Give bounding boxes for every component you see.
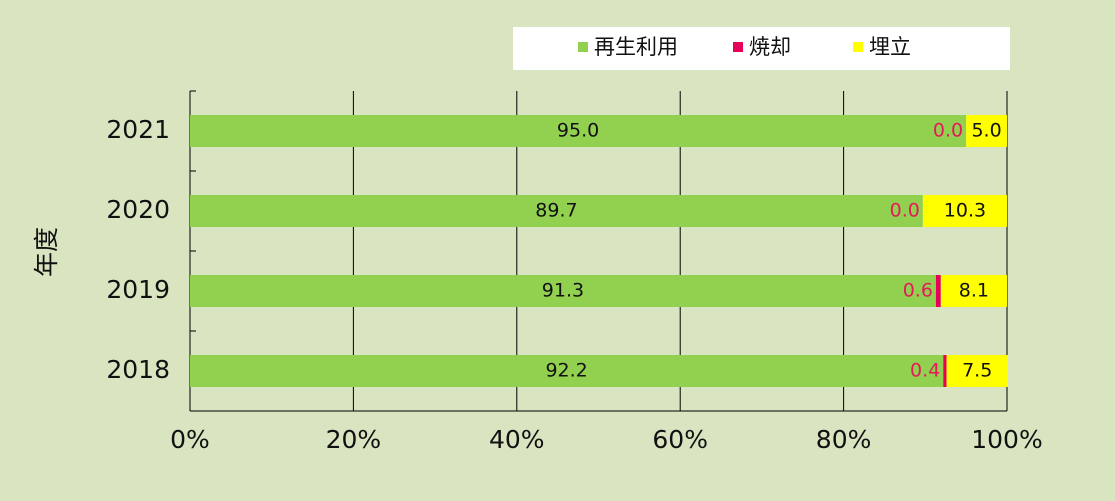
data-label: 92.2 xyxy=(545,360,587,382)
y-tick-label: 2019 xyxy=(106,275,170,304)
bar-segment xyxy=(190,115,967,147)
bar-segment xyxy=(966,115,1007,147)
bar-segment xyxy=(922,195,1007,227)
data-label: 89.7 xyxy=(535,200,577,222)
y-tick-label: 2020 xyxy=(106,195,170,224)
bar-segment xyxy=(190,275,936,307)
y-tick-label: 2021 xyxy=(106,115,170,144)
data-label: 95.0 xyxy=(557,120,599,142)
bar-segment xyxy=(190,355,944,387)
x-tick-label: 80% xyxy=(816,425,872,454)
data-label: 91.3 xyxy=(542,280,584,302)
data-label: 7.5 xyxy=(962,360,992,382)
legend-swatch xyxy=(853,42,863,52)
legend-label: 焼却 xyxy=(749,35,791,59)
legend-box xyxy=(513,27,1010,70)
legend-swatch xyxy=(733,42,743,52)
y-axis-label: 年度 xyxy=(32,227,61,277)
bar-segment xyxy=(946,355,1008,387)
legend-label: 再生利用 xyxy=(594,35,678,59)
x-tick-label: 100% xyxy=(971,425,1042,454)
data-label: 5.0 xyxy=(971,120,1001,142)
bar-segment xyxy=(940,275,1007,307)
x-tick-label: 0% xyxy=(170,425,210,454)
y-tick-label: 2018 xyxy=(106,355,170,384)
data-label: 8.1 xyxy=(959,280,989,302)
data-label: 0.4 xyxy=(910,360,940,382)
x-tick-label: 60% xyxy=(652,425,708,454)
data-label: 0.0 xyxy=(890,200,920,222)
bar-segment xyxy=(935,275,941,307)
x-tick-label: 40% xyxy=(489,425,545,454)
bar-segment xyxy=(190,195,923,227)
data-label: 10.3 xyxy=(944,200,986,222)
data-label: 0.0 xyxy=(933,120,963,142)
legend-swatch xyxy=(578,42,588,52)
legend-label: 埋立 xyxy=(869,35,911,59)
bar-segment xyxy=(943,355,947,387)
x-tick-label: 20% xyxy=(326,425,382,454)
data-label: 0.6 xyxy=(903,280,933,302)
